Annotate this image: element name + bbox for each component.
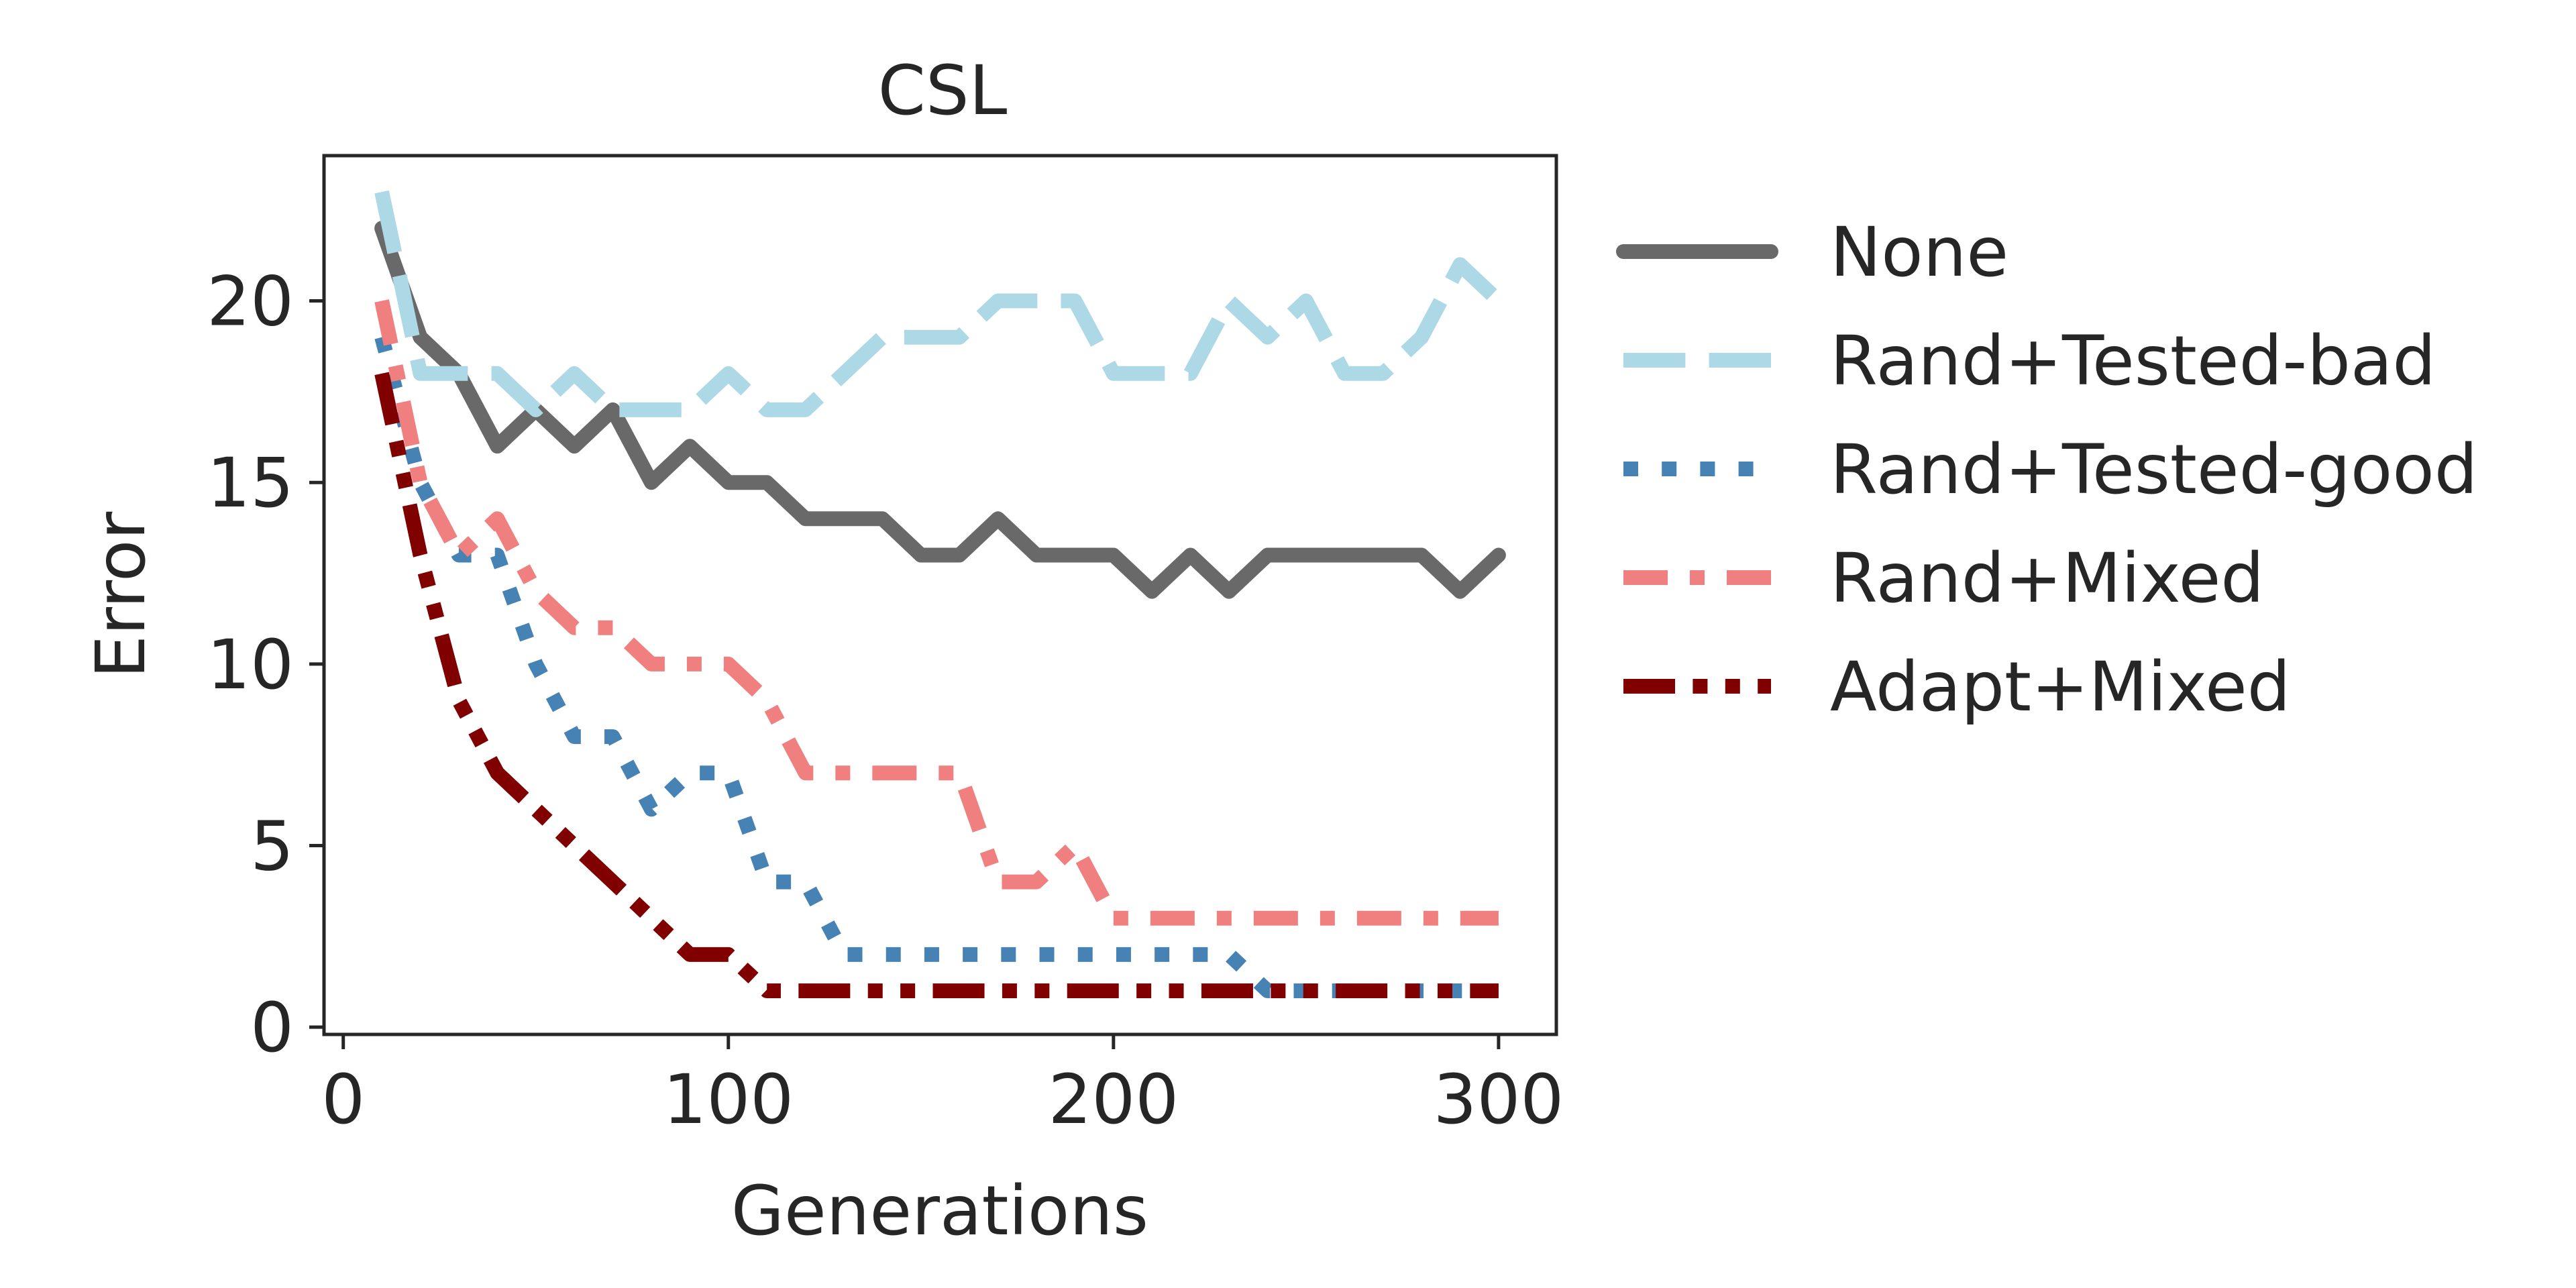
- y-axis-label: Error: [81, 512, 161, 679]
- y-tick-label: 20: [207, 262, 294, 342]
- x-tick-label: 300: [1434, 1060, 1564, 1140]
- x-axis: 0 100 200 300: [321, 1034, 1564, 1140]
- y-axis: 0 5 10 15 20: [207, 262, 324, 1068]
- legend: None Rand+Tested-bad Rand+Tested-good Rand+…: [1616, 213, 2477, 727]
- series-line-rand-tested-bad: [374, 190, 1504, 417]
- y-tick-label: 5: [250, 807, 294, 887]
- plot-frame: [322, 154, 1558, 1036]
- x-tick-label: 0: [321, 1060, 365, 1140]
- series-line-rand-tested-good: [374, 335, 1499, 998]
- legend-label-none: None: [1830, 213, 2008, 292]
- series-line-none: [374, 221, 1506, 599]
- y-tick-label: 0: [250, 988, 294, 1068]
- series-line-rand-mixed: [374, 299, 1499, 926]
- x-axis-label: Generations: [731, 1171, 1148, 1251]
- y-tick-label: 10: [207, 625, 294, 705]
- x-tick-label: 100: [663, 1060, 794, 1140]
- legend-label-rand-tested-bad: Rand+Tested-bad: [1830, 321, 2436, 401]
- plot-area: [374, 190, 1506, 998]
- legend-label-rand-tested-good: Rand+Tested-good: [1830, 430, 2477, 510]
- y-tick-label: 15: [207, 443, 294, 523]
- legend-label-rand-mixed: Rand+Mixed: [1830, 539, 2264, 619]
- legend-label-adapt-mixed: Adapt+Mixed: [1830, 647, 2291, 727]
- series-line-adapt-mixed: [374, 372, 1499, 998]
- chart-title: CSL: [878, 51, 1008, 131]
- x-tick-label: 200: [1048, 1060, 1179, 1140]
